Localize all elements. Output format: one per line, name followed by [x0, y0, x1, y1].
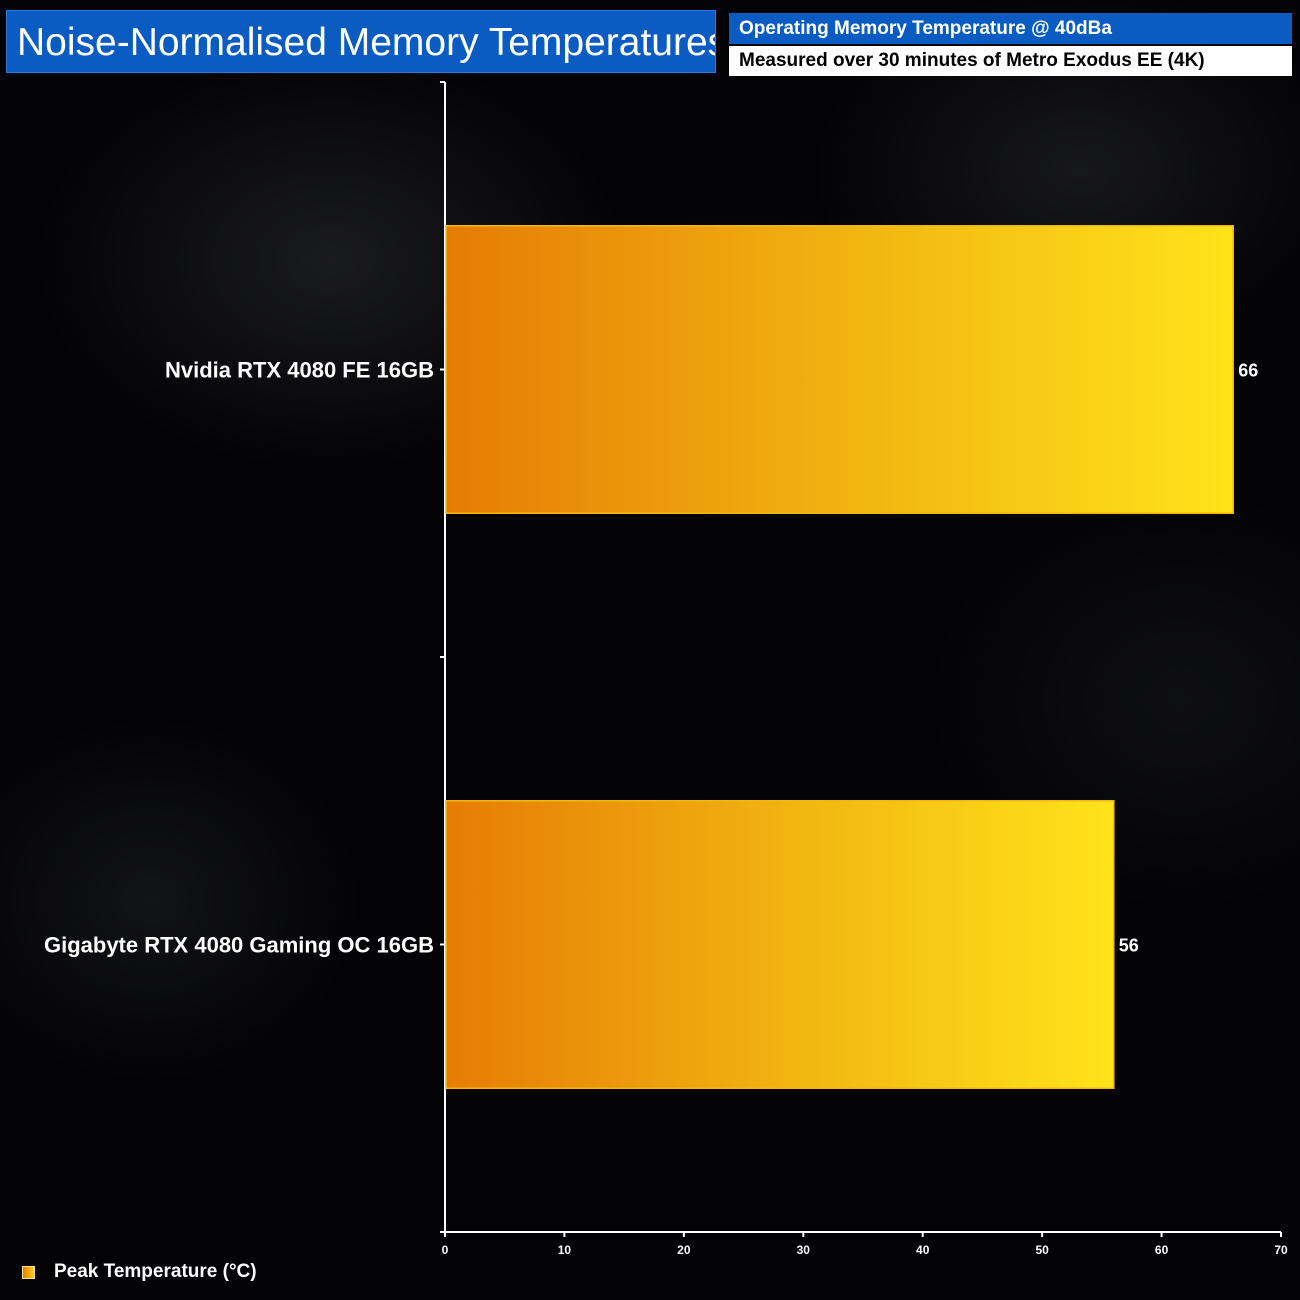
chart-subtitle-primary: Operating Memory Temperature @ 40dBa	[729, 13, 1292, 44]
legend-label: Peak Temperature (°C)	[54, 1261, 257, 1282]
legend-swatch	[22, 1265, 35, 1279]
x-tick-label: 10	[558, 1243, 572, 1257]
data-label: 66	[1238, 361, 1258, 381]
x-tick-label: 40	[916, 1243, 930, 1257]
legend: Peak Temperature (°C)	[22, 1260, 257, 1284]
chart-title: Noise-Normalised Memory Temperatures	[6, 10, 716, 73]
x-tick-label: 50	[1035, 1243, 1049, 1257]
x-tick-label: 70	[1274, 1243, 1288, 1257]
bar	[445, 800, 1115, 1089]
category-label: Nvidia RTX 4080 FE 16GB	[165, 358, 434, 383]
x-tick-label: 20	[677, 1243, 691, 1257]
x-tick-label: 30	[797, 1243, 811, 1257]
data-label: 56	[1119, 936, 1139, 956]
x-tick-label: 0	[442, 1243, 449, 1257]
x-tick-label: 60	[1155, 1243, 1169, 1257]
bar	[445, 225, 1234, 514]
chart-subtitle-secondary: Measured over 30 minutes of Metro Exodus…	[729, 46, 1292, 76]
category-label: Gigabyte RTX 4080 Gaming OC 16GB	[44, 933, 434, 958]
